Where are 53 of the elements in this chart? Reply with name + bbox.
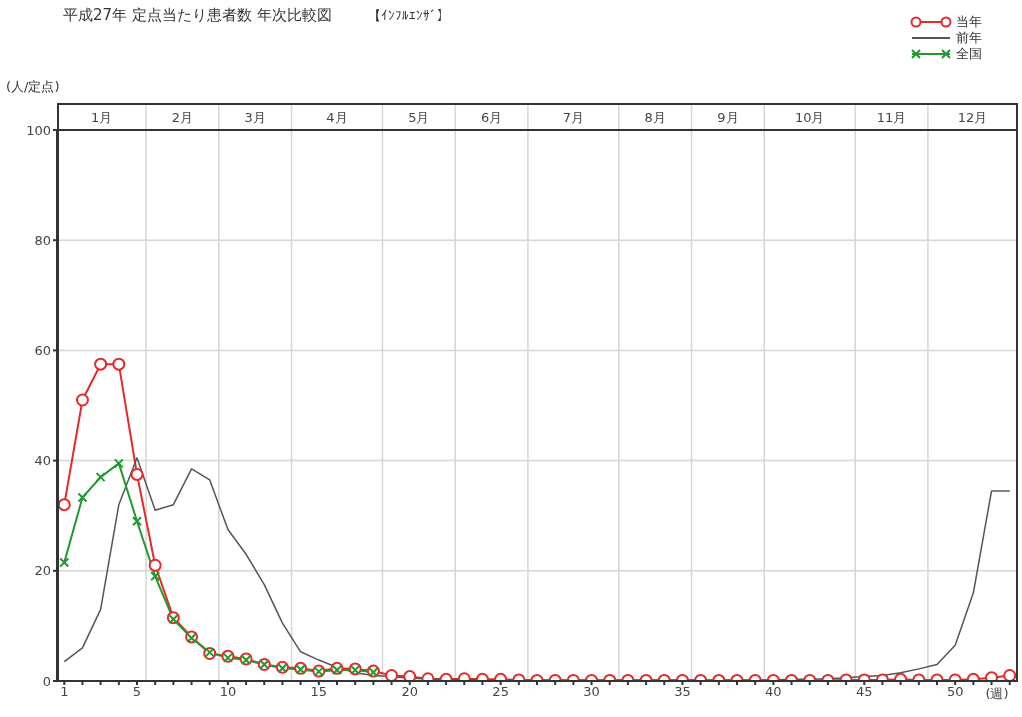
x-tick-label: 15: [310, 684, 328, 700]
point: [385, 668, 399, 681]
x-tick-label: 35: [674, 684, 691, 700]
legend-label: 全国: [956, 46, 982, 62]
point: [94, 357, 108, 371]
x-tick-label: 50: [946, 684, 964, 700]
point: [113, 458, 124, 469]
y-tick-label: 0: [42, 673, 51, 689]
y-tick-label: 20: [34, 563, 51, 579]
line-series: [63, 457, 1011, 681]
x-tick-label: 45: [856, 684, 873, 700]
text: 12月: [957, 110, 988, 125]
x-tick-label: 20: [401, 684, 418, 700]
point: [150, 571, 161, 582]
y-tick-label: 40: [34, 453, 51, 469]
y-tick-label: 80: [34, 232, 51, 248]
text: 3月: [244, 110, 266, 125]
point: [148, 558, 162, 572]
text: 1月: [90, 110, 113, 125]
x-tick-label: 10: [219, 684, 237, 700]
y-tick-label: 60: [34, 343, 51, 359]
y-tick-label: 100: [26, 122, 51, 138]
text: 5月: [408, 110, 430, 125]
chart-subtitle: 【ｲﾝﾌﾙｴﾝｻﾞ】: [367, 8, 450, 23]
point: [985, 671, 999, 681]
chart-title: 平成27年 定点当たり患者数 年次比較図: [63, 6, 332, 24]
point: [132, 516, 142, 527]
x-tick-label: 30: [583, 684, 600, 700]
legend-label: 前年: [956, 30, 982, 46]
text: 10月: [794, 110, 825, 125]
text: 11月: [876, 110, 907, 125]
text: 2月: [171, 110, 194, 125]
point: [112, 357, 126, 371]
text: 4月: [326, 110, 348, 125]
point: [95, 472, 106, 483]
x-tick-label: 40: [765, 684, 782, 700]
y-axis-title: (人/定点): [6, 78, 60, 96]
x-tick-label: 5: [132, 684, 142, 700]
text: 9月: [717, 110, 739, 125]
point: [1003, 668, 1017, 681]
text: 8月: [644, 110, 666, 125]
point: [75, 393, 89, 407]
point: [130, 467, 144, 481]
point: [57, 498, 71, 512]
legend-label: 当年: [956, 14, 982, 30]
text: 6月: [480, 110, 503, 125]
point: [77, 492, 88, 503]
x-tick-label: 1: [60, 684, 69, 700]
text: 7月: [562, 110, 584, 125]
x-tick-label: 25: [492, 684, 509, 700]
x-axis-title: (週): [985, 686, 1009, 701]
point: [59, 557, 70, 568]
point: [403, 670, 417, 681]
